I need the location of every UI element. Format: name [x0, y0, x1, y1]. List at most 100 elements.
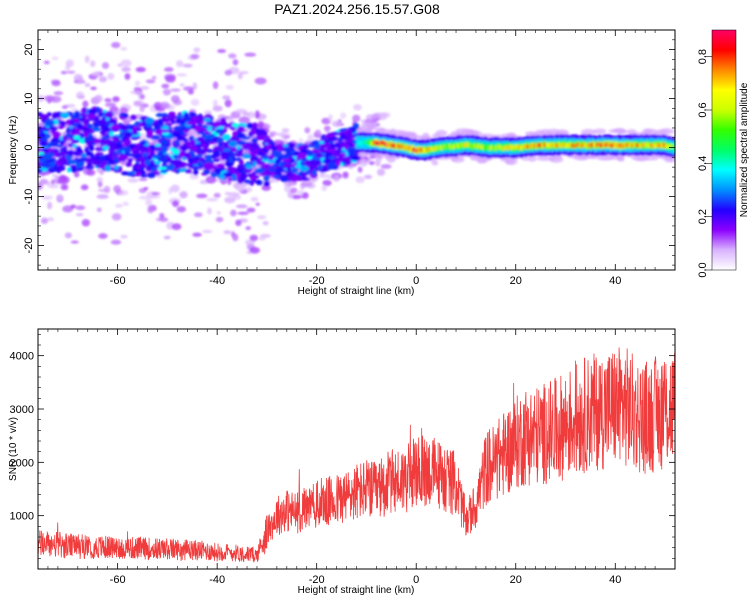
- spectrogram-cell: [119, 124, 129, 132]
- spectrogram-speckle: [235, 108, 248, 114]
- spectrogram-cell: [109, 131, 114, 137]
- spectrogram-speckle: [163, 67, 174, 72]
- spectrogram-cell: [47, 148, 56, 152]
- heat-x-tick-label: -60: [110, 275, 126, 287]
- spectrogram-cell: [183, 112, 190, 119]
- spectrogram-cell: [213, 167, 222, 173]
- spectrogram-speckle: [357, 166, 363, 173]
- spectrogram-speckle: [171, 223, 182, 230]
- spectrogram-cell: [160, 169, 168, 173]
- spectrogram-cell: [172, 126, 182, 131]
- spectrogram-speckle: [328, 114, 333, 122]
- spectrogram-speckle: [223, 230, 232, 235]
- spectrogram-cell: [41, 161, 50, 168]
- spectrogram-cell: [151, 167, 156, 172]
- spectrogram-cell: [231, 174, 237, 181]
- spectrogram-speckle: [84, 82, 91, 88]
- spectrogram-cell: [74, 110, 80, 117]
- spectrogram-cell: [115, 142, 123, 149]
- heat-y-tick-label: 10: [23, 92, 35, 104]
- spectrogram-cell: [191, 165, 200, 170]
- heat-y-tick-label: -20: [23, 238, 35, 254]
- spectrogram-cell: [280, 175, 290, 183]
- spectrogram-cell: [67, 159, 78, 165]
- spectrogram-speckle: [113, 185, 121, 193]
- spectrogram-cell: [211, 172, 217, 178]
- spectrogram-speckle: [359, 129, 372, 134]
- spectrogram-cell: [81, 107, 87, 114]
- spectrogram-speckle: [145, 198, 153, 207]
- spectrogram-speckle: [82, 100, 89, 108]
- spectrogram-speckle: [143, 187, 149, 191]
- spectrogram-speckle: [138, 177, 148, 182]
- colorbar-tick-label: 0.4: [697, 156, 709, 171]
- spectrogram-cell: [81, 153, 87, 158]
- spectrogram-cell: [154, 160, 161, 165]
- snr-x-tick-label: 0: [413, 574, 419, 586]
- spectrogram-cell: [306, 156, 313, 160]
- spectrogram-cell: [99, 130, 105, 135]
- spectrogram-speckle: [301, 181, 313, 187]
- colorbar-label: Normalized spectral amplitude: [739, 82, 750, 217]
- spectrogram-speckle: [376, 168, 386, 176]
- spectrogram-cell: [203, 162, 214, 170]
- spectrogram-cell: [190, 116, 200, 121]
- spectrogram-cell: [171, 132, 181, 138]
- spectrogram-cell: [220, 117, 227, 124]
- spectrogram-speckle: [323, 125, 331, 132]
- spectrogram-cell: [130, 114, 137, 121]
- spectrogram-cell: [212, 158, 221, 162]
- spectrogram-cell: [108, 142, 117, 149]
- spectrogram-speckle: [170, 95, 180, 103]
- spectrogram-speckle: [290, 187, 298, 194]
- figure-title: PAZ1.2024.256.15.57.G08: [274, 1, 440, 17]
- spectrogram-cell: [237, 125, 245, 132]
- spectrogram-speckle: [134, 80, 141, 87]
- spectrogram-x-ticks: -60 -40 -20 0 20 40: [37, 30, 676, 287]
- spectrogram-cell: [283, 163, 294, 169]
- spectrogram-cell: [250, 155, 256, 160]
- snr-y-ticks: 1000 2000 3000 4000: [10, 334, 675, 559]
- spectrogram-cell: [315, 153, 325, 159]
- spectrogram-cell: [337, 155, 345, 161]
- spectrogram-cell: [213, 146, 221, 151]
- spectrogram-cell: [84, 136, 95, 141]
- spectrogram-speckle: [224, 69, 233, 76]
- spectrogram-speckle: [84, 55, 90, 64]
- spectrogram-speckle: [298, 138, 304, 143]
- spectrogram-cell: [199, 148, 205, 153]
- spectrogram-cell: [245, 164, 253, 170]
- spectrogram-cell: [178, 153, 183, 159]
- spectrogram-cell: [182, 143, 187, 148]
- spectrogram-cell: [39, 114, 49, 121]
- spectrogram-cell: [302, 161, 313, 165]
- spectrogram-cell: [224, 123, 231, 129]
- spectrogram-cell: [203, 147, 209, 153]
- spectrogram-speckle: [149, 206, 157, 212]
- spectrogram-cell: [196, 151, 207, 155]
- spectrogram-cell: [237, 164, 244, 168]
- spectrogram-speckle: [101, 62, 110, 69]
- spectrogram-cell: [215, 128, 225, 134]
- spectrogram-speckle: [659, 155, 674, 160]
- spectrogram-cell: [251, 138, 258, 143]
- spectrogram-cell: [203, 117, 211, 123]
- spectrogram-speckle: [192, 232, 202, 237]
- snr-x-ticks: -60 -40 -20 0 20 40: [37, 329, 676, 586]
- spectrogram-cell: [327, 161, 337, 169]
- spectrogram-cell: [222, 133, 231, 141]
- spectrogram-speckle: [104, 102, 117, 107]
- spectrogram-cell: [187, 157, 192, 164]
- spectrogram-cell: [109, 159, 115, 166]
- spectrogram-speckle: [301, 192, 309, 199]
- spectrogram-cell: [84, 157, 94, 163]
- spectrogram-speckle: [110, 239, 122, 245]
- spectrogram-speckle: [258, 236, 266, 241]
- spectrogram-cell: [179, 130, 184, 136]
- spectrogram-speckle: [120, 59, 132, 67]
- spectrogram-cell: [348, 148, 356, 155]
- spectrogram-speckle: [176, 73, 188, 77]
- spectrogram-cell: [102, 145, 109, 150]
- colorbar: 0.0 0.2 0.4 0.6 0.8 Normalized spectral ampl…: [697, 29, 750, 278]
- heat-y-tick-label: -10: [23, 189, 35, 205]
